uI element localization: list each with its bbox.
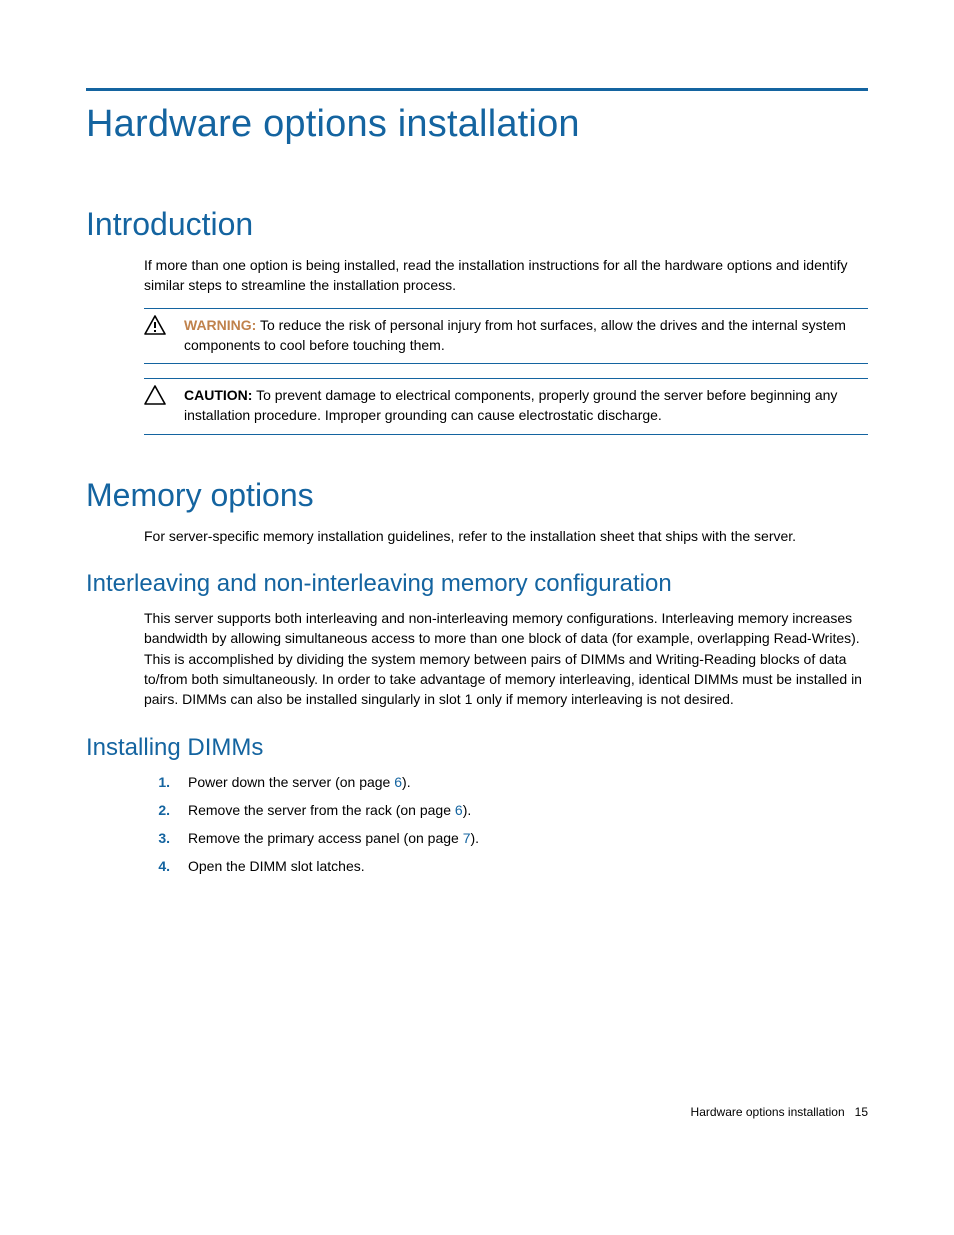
step-marker: 3.	[144, 828, 188, 848]
warning-label: WARNING:	[184, 317, 256, 333]
step-marker: 4.	[144, 856, 188, 876]
step-4: 4. Open the DIMM slot latches.	[144, 856, 868, 876]
step-2: 2. Remove the server from the rack (on p…	[144, 800, 868, 820]
step-post: ).	[471, 830, 480, 846]
warning-text: WARNING: To reduce the risk of personal …	[184, 315, 868, 356]
installing-body: 1. Power down the server (on page 6). 2.…	[144, 772, 868, 877]
step-3: 3. Remove the primary access panel (on p…	[144, 828, 868, 848]
footer-page-number: 15	[855, 1105, 868, 1119]
intro-body: If more than one option is being install…	[144, 255, 868, 296]
page-link[interactable]: 6	[394, 774, 402, 790]
page-link[interactable]: 6	[455, 802, 463, 818]
step-marker: 2.	[144, 800, 188, 820]
caution-label: CAUTION:	[184, 387, 252, 403]
step-text: Open the DIMM slot latches.	[188, 856, 868, 876]
intro-para: If more than one option is being install…	[144, 255, 868, 296]
interleaving-body: This server supports both interleaving a…	[144, 608, 868, 709]
callout-rule	[144, 434, 868, 435]
warning-icon	[144, 315, 166, 335]
caution-icon	[144, 385, 166, 405]
step-pre: Remove the server from the rack (on page	[188, 802, 455, 818]
page-title-h1: Hardware options installation	[86, 103, 868, 146]
step-pre: Remove the primary access panel (on page	[188, 830, 463, 846]
memory-heading: Memory options	[86, 477, 868, 514]
installing-heading: Installing DIMMs	[86, 734, 868, 762]
step-text: Remove the primary access panel (on page…	[188, 828, 868, 848]
step-text: Power down the server (on page 6).	[188, 772, 868, 792]
step-text: Remove the server from the rack (on page…	[188, 800, 868, 820]
warning-row: WARNING: To reduce the risk of personal …	[144, 309, 868, 364]
warning-callout: WARNING: To reduce the risk of personal …	[144, 308, 868, 365]
step-pre: Power down the server (on page	[188, 774, 394, 790]
page-link[interactable]: 7	[463, 830, 471, 846]
intro-heading: Introduction	[86, 206, 868, 243]
spacer	[86, 364, 868, 378]
top-rule	[86, 88, 868, 91]
warning-body: To reduce the risk of personal injury fr…	[184, 317, 846, 353]
page-footer: Hardware options installation 15	[691, 1105, 868, 1119]
interleaving-para: This server supports both interleaving a…	[144, 608, 868, 709]
step-post: ).	[463, 802, 472, 818]
step-marker: 1.	[144, 772, 188, 792]
interleaving-heading: Interleaving and non-interleaving memory…	[86, 570, 868, 598]
step-pre: Open the DIMM slot latches.	[188, 858, 365, 874]
memory-para: For server-specific memory installation …	[144, 526, 868, 546]
caution-text: CAUTION: To prevent damage to electrical…	[184, 385, 868, 426]
memory-body: For server-specific memory installation …	[144, 526, 868, 546]
caution-body: To prevent damage to electrical componen…	[184, 387, 837, 423]
page-container: Hardware options installation Introducti…	[0, 0, 954, 1175]
caution-callout: CAUTION: To prevent damage to electrical…	[144, 378, 868, 435]
step-post: ).	[402, 774, 411, 790]
caution-row: CAUTION: To prevent damage to electrical…	[144, 379, 868, 434]
step-1: 1. Power down the server (on page 6).	[144, 772, 868, 792]
footer-label: Hardware options installation	[691, 1105, 845, 1119]
installing-steps: 1. Power down the server (on page 6). 2.…	[144, 772, 868, 877]
